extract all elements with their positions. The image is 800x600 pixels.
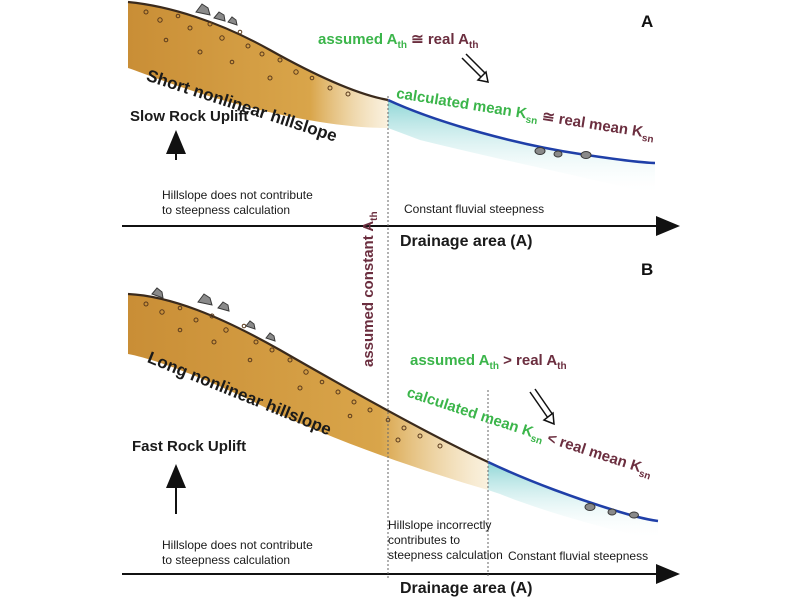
assumed-constant-ath-label: assumed constant Ath	[360, 211, 380, 367]
panel-b-ath-op: > real A	[498, 352, 558, 369]
panel-a-ath-sub2: th	[468, 40, 479, 51]
panel-a-river-profile	[387, 98, 656, 165]
panel-a-letter: A	[641, 12, 654, 31]
panel-b-ath-compare: assumed Ath > real Ath	[410, 352, 567, 372]
panel-b-hillslope-profile	[127, 292, 489, 463]
panel-b-incorrect-note: Hillslope incorrectly contributes to ste…	[388, 518, 503, 563]
panel-a-hillslope-note-line2: to steepness calculation	[162, 203, 291, 217]
panel-a-hillslope-body	[128, 2, 388, 128]
assumed-constant-ath-main: assumed constant A	[360, 220, 377, 367]
panel-b-hillslope-note-line2: to steepness calculation	[162, 553, 291, 567]
panel-b-uplift-label: Fast Rock Uplift	[132, 438, 247, 455]
panel-a-hillslope-profile	[127, 0, 389, 102]
panel-b	[122, 287, 680, 584]
panel-b-pebbles	[143, 301, 443, 449]
panel-a-ath-op: ≅ real A	[406, 31, 469, 48]
panel-a-fluvial-note: Constant fluvial steepness	[404, 202, 545, 216]
panel-b-boulders	[151, 287, 276, 342]
panel-b-fluvial-note: Constant fluvial steepness	[508, 549, 649, 563]
panel-b-ath-sub1: th	[489, 361, 499, 372]
panel-b-incorrect-note-line2: contributes to	[388, 533, 461, 547]
panel-a-hillslope-note-line1: Hillslope does not contribute	[162, 188, 313, 202]
panel-a-pebbles	[143, 9, 351, 97]
panel-b-ath-left: assumed A	[410, 352, 490, 369]
panel-b-incorrect-note-line3: steepness calculation	[388, 548, 503, 562]
panel-a-axis-label: Drainage area (A)	[400, 233, 533, 250]
panel-b-axis-label: Drainage area (A)	[400, 580, 533, 597]
panel-a-boulders	[195, 3, 238, 26]
panel-b-hillslope-body	[128, 294, 488, 490]
panel-b-double-arrow	[529, 388, 555, 426]
panel-a-river-stones	[534, 147, 592, 159]
assumed-constant-ath-sub: th	[369, 211, 380, 221]
panel-a-ath-left: assumed A	[318, 31, 398, 48]
panel-b-hillslope-note-line1: Hillslope does not contribute	[162, 538, 313, 552]
panel-a-double-arrow	[461, 53, 489, 83]
panel-a-ksn-sub2: sn	[640, 132, 655, 146]
panel-a	[122, 0, 680, 236]
panel-a-ath-compare: assumed Ath ≅ real Ath	[318, 30, 478, 51]
panel-b-hillslope-note: Hillslope does not contribute to steepne…	[162, 538, 313, 568]
panel-a-uplift-label: Slow Rock Uplift	[130, 108, 249, 125]
panel-b-ath-sub2: th	[557, 361, 567, 372]
panel-b-incorrect-note-line1: Hillslope incorrectly	[388, 518, 492, 532]
panel-b-letter: B	[641, 260, 654, 279]
panel-a-ath-sub1: th	[397, 40, 407, 51]
panel-a-hillslope-note: Hillslope does not contribute to steepne…	[162, 188, 313, 218]
panel-b-river-stones	[584, 503, 639, 519]
panel-a-river-fill	[388, 100, 655, 195]
